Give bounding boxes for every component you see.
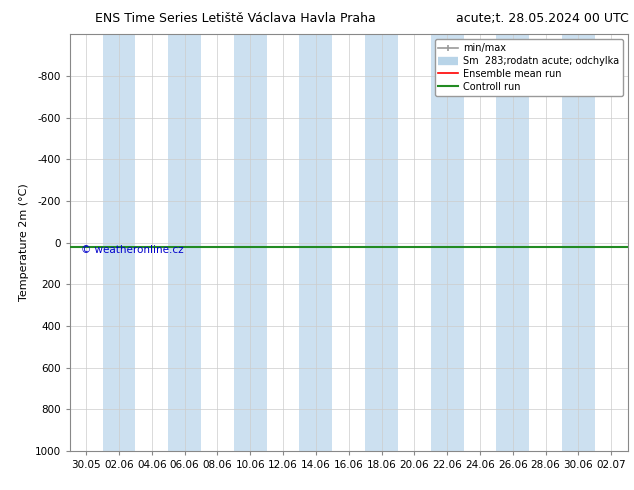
Legend: min/max, Sm  283;rodatn acute; odchylka, Ensemble mean run, Controll run: min/max, Sm 283;rodatn acute; odchylka, … xyxy=(434,39,623,96)
Bar xyxy=(496,34,529,451)
Bar xyxy=(430,34,463,451)
Bar xyxy=(365,34,398,451)
Y-axis label: Temperature 2m (°C): Temperature 2m (°C) xyxy=(19,184,29,301)
Bar xyxy=(562,34,595,451)
Bar xyxy=(103,34,136,451)
Text: © weatheronline.cz: © weatheronline.cz xyxy=(81,245,183,255)
Bar xyxy=(168,34,201,451)
Text: ENS Time Series Letiště Václava Havla Praha: ENS Time Series Letiště Václava Havla Pr… xyxy=(95,12,376,25)
Bar xyxy=(299,34,332,451)
Bar xyxy=(234,34,267,451)
Text: acute;t. 28.05.2024 00 UTC: acute;t. 28.05.2024 00 UTC xyxy=(456,12,629,25)
